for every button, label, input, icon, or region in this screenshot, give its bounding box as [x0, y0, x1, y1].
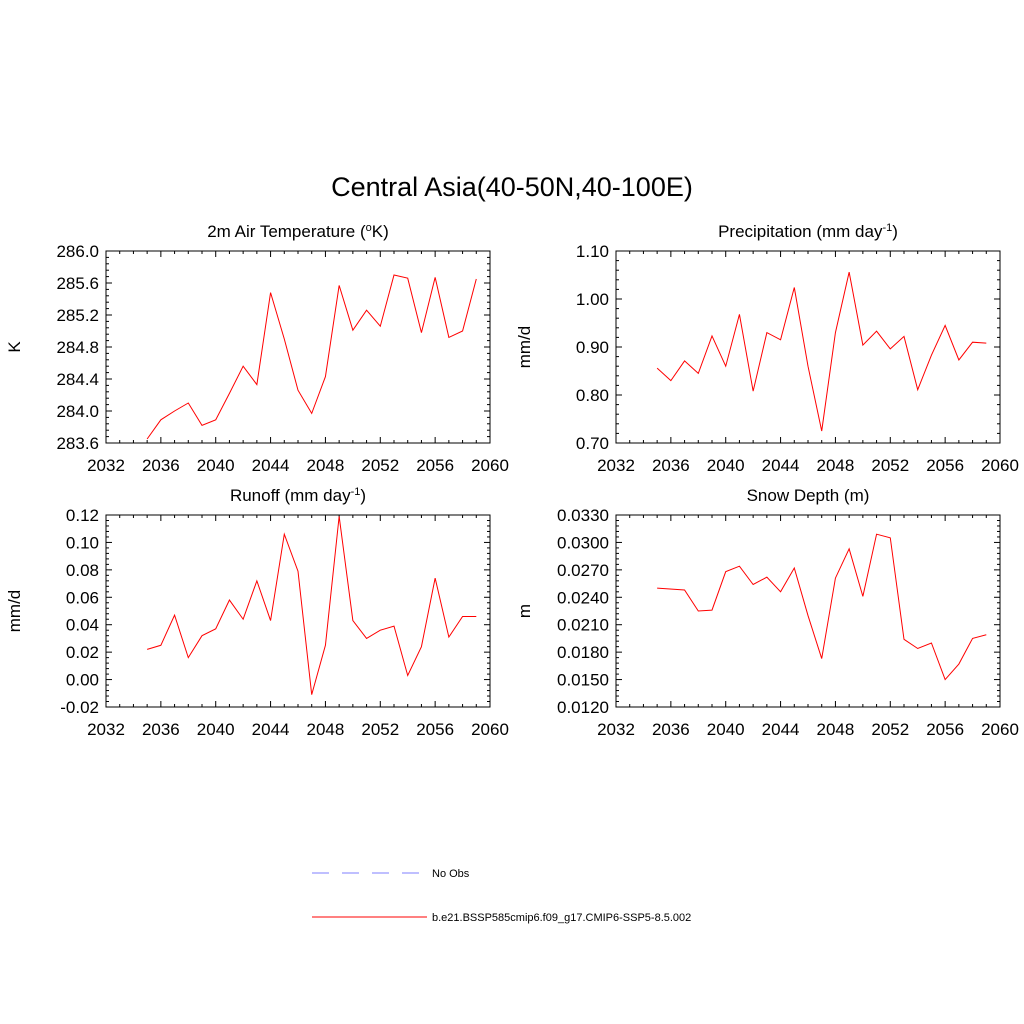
panels: 2032 2036 2040 2044 2048 2052 2056 2060 283.6 284…	[5, 222, 1019, 739]
runoff-plot-frame	[105, 514, 491, 708]
figure-title: Central Asia(40-50N,40-100E)	[331, 172, 693, 202]
snow-depth-x-tick-label: 2044	[762, 720, 800, 739]
precipitation-x-tick-label: 2040	[707, 456, 745, 475]
runoff-x-tick-label: 2052	[361, 720, 399, 739]
snow-depth-plot-frame	[615, 514, 1001, 708]
panel-snow-depth: 2032 2036 2040 2044 2048 2052 2056 2060 0.0120 0.…	[515, 486, 1019, 739]
precipitation-x-tick-label: 2060	[981, 456, 1019, 475]
precipitation-series-line	[656, 272, 987, 432]
runoff-y-axis-label: mm/d	[5, 590, 24, 633]
precipitation-x-tick-label: 2044	[762, 456, 800, 475]
precipitation-y-tick-label: 0.90	[576, 338, 609, 357]
snow-depth-y-tick-label: 0.0120	[557, 698, 609, 717]
temperature-series-line	[146, 274, 477, 440]
precipitation-x-tick-label: 2052	[871, 456, 909, 475]
snow-depth-x-tick-label: 2036	[652, 720, 690, 739]
snow-depth-x-tick-label: 2040	[707, 720, 745, 739]
precipitation-y-tick-label: 0.70	[576, 434, 609, 453]
runoff-x-tick-label: 2060	[471, 720, 509, 739]
snow-depth-x-tick-label: 2060	[981, 720, 1019, 739]
runoff-y-tick-label: 0.04	[66, 616, 99, 635]
temperature-y-tick-label: 283.6	[56, 434, 99, 453]
runoff-y-tick-label: 0.00	[66, 671, 99, 690]
temperature-y-tick-label: 284.8	[56, 338, 99, 357]
panel-precipitation: 2032 2036 2040 2044 2048 2052 2056 2060 0.70 0.80…	[515, 222, 1019, 475]
snow-depth-y-axis-label: m	[515, 604, 534, 618]
precipitation-y-tick-label: 1.10	[576, 242, 609, 261]
precipitation-x-tick-label: 2048	[817, 456, 855, 475]
precipitation-x-tick-label: 2036	[652, 456, 690, 475]
precipitation-y-tick-label: 0.80	[576, 386, 609, 405]
runoff-y-tick-label: 0.12	[66, 506, 99, 525]
snow-depth-x-tick-label: 2032	[597, 720, 635, 739]
snow-depth-x-tick-label: 2048	[817, 720, 855, 739]
snow-depth-title: Snow Depth (m)	[747, 486, 870, 505]
runoff-title: Runoff (mm day-1)	[230, 486, 366, 505]
temperature-x-tick-label: 2032	[87, 456, 125, 475]
temperature-y-tick-label: 285.6	[56, 274, 99, 293]
temperature-plot-frame	[105, 250, 491, 444]
legend-obs-label: No Obs	[432, 868, 470, 880]
runoff-x-tick-label: 2036	[142, 720, 180, 739]
runoff-y-tick-label: 0.02	[66, 643, 99, 662]
temperature-x-tick-label: 2060	[471, 456, 509, 475]
legend: No Obs b.e21.BSSP585cmip6.f09_g17.CMIP6-…	[312, 868, 691, 924]
snow-depth-y-tick-label: 0.0180	[557, 643, 609, 662]
temperature-y-axis-label: K	[5, 341, 24, 353]
temperature-x-tick-label: 2044	[252, 456, 290, 475]
legend-model-label: b.e21.BSSP585cmip6.f09_g17.CMIP6-SSP5-8.…	[432, 912, 691, 924]
temperature-y-tick-label: 284.4	[56, 370, 99, 389]
runoff-y-tick-label: 0.08	[66, 561, 99, 580]
precipitation-title: Precipitation (mm day-1)	[718, 222, 898, 241]
temperature-y-tick-label: 285.2	[56, 306, 99, 325]
snow-depth-y-tick-label: 0.0330	[557, 506, 609, 525]
runoff-y-tick-label: 0.10	[66, 533, 99, 552]
precipitation-x-tick-label: 2056	[926, 456, 964, 475]
temperature-title: 2m Air Temperature (oK)	[207, 222, 389, 241]
snow-depth-x-tick-label: 2052	[871, 720, 909, 739]
precipitation-x-tick-label: 2032	[597, 456, 635, 475]
snow-depth-y-tick-label: 0.0240	[557, 588, 609, 607]
runoff-y-tick-label: -0.02	[60, 698, 99, 717]
temperature-y-tick-label: 286.0	[56, 242, 99, 261]
precipitation-y-tick-label: 1.00	[576, 290, 609, 309]
precipitation-y-axis-label: mm/d	[515, 326, 534, 369]
snow-depth-y-tick-label: 0.0150	[557, 671, 609, 690]
panel-temperature: 2032 2036 2040 2044 2048 2052 2056 2060 283.6 284…	[5, 222, 509, 475]
snow-depth-x-tick-label: 2056	[926, 720, 964, 739]
temperature-x-tick-label: 2048	[307, 456, 345, 475]
temperature-x-tick-label: 2036	[142, 456, 180, 475]
runoff-x-tick-label: 2040	[197, 720, 235, 739]
snow-depth-y-tick-label: 0.0300	[557, 533, 609, 552]
runoff-x-tick-label: 2032	[87, 720, 125, 739]
temperature-x-tick-label: 2040	[197, 456, 235, 475]
temperature-x-tick-label: 2052	[361, 456, 399, 475]
temperature-y-tick-label: 284.0	[56, 402, 99, 421]
snow-depth-y-tick-label: 0.0210	[557, 616, 609, 635]
panel-runoff: 2032 2036 2040 2044 2048 2052 2056 2060 -0.02 0.0…	[5, 486, 509, 739]
runoff-x-tick-label: 2048	[307, 720, 345, 739]
snow-depth-y-tick-label: 0.0270	[557, 561, 609, 580]
runoff-x-tick-label: 2044	[252, 720, 290, 739]
runoff-series-line	[146, 516, 477, 695]
temperature-x-tick-label: 2056	[416, 456, 454, 475]
precipitation-plot-frame	[615, 250, 1001, 444]
runoff-x-tick-label: 2056	[416, 720, 454, 739]
runoff-y-tick-label: 0.06	[66, 588, 99, 607]
snow-depth-series-line	[657, 533, 987, 681]
